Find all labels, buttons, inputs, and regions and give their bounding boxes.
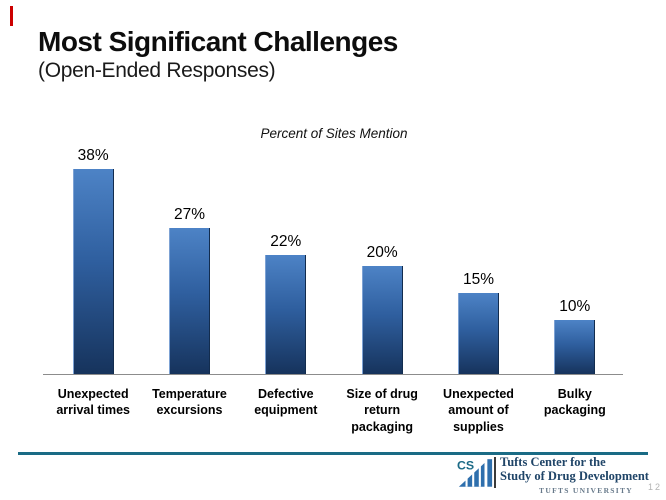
page-subtitle: (Open-Ended Responses) xyxy=(38,59,276,83)
bar xyxy=(554,320,596,374)
category-labels: Unexpected arrival times Temperature excu… xyxy=(45,386,623,435)
bar xyxy=(361,266,403,374)
logo-letters: CS xyxy=(457,459,474,473)
bar-category-label: Defective equipment xyxy=(254,387,318,418)
chart-title: Percent of Sites Mention xyxy=(260,126,408,141)
bar-column: 38% xyxy=(45,140,141,374)
page-title: Most Significant Challenges xyxy=(38,26,398,57)
bar-value-label: 27% xyxy=(173,206,205,223)
bar xyxy=(265,255,307,374)
title-block: Most Significant Challenges (Open-Ended … xyxy=(38,26,398,83)
bar-value-label: 20% xyxy=(366,244,398,261)
csdd-logo-icon: CS xyxy=(457,459,493,487)
org-name-line2: Study of Drug Development xyxy=(500,469,649,483)
bar-value-label: 15% xyxy=(462,271,494,288)
bar-category-label: Unexpected amount of supplies xyxy=(443,387,514,434)
bar-category-label: Bulky packaging xyxy=(543,387,606,418)
page-number: 12 xyxy=(648,482,663,492)
bar-value-label: 38% xyxy=(77,147,109,164)
university-label: TUFTS UNIVERSITY xyxy=(539,486,633,495)
bar-chart: 38% 27% 22% 20% 15% 10% xyxy=(45,140,623,374)
bar-category-label: Temperature excursions xyxy=(152,387,227,418)
bar-column: 15% xyxy=(430,140,526,374)
bar-column: 20% xyxy=(334,140,430,374)
org-name-line1: Tufts Center for the xyxy=(500,455,606,469)
org-name: Tufts Center for the Study of Drug Devel… xyxy=(500,455,649,483)
bar-value-label: 22% xyxy=(270,233,302,250)
bar xyxy=(168,228,210,374)
bar-category-label: Unexpected arrival times xyxy=(56,387,130,418)
bar-value-label: 10% xyxy=(559,298,591,315)
footer-divider-line xyxy=(18,452,648,455)
bar xyxy=(72,169,114,374)
bar-column: 27% xyxy=(141,140,237,374)
bar-column: 22% xyxy=(238,140,334,374)
bar xyxy=(457,293,499,374)
logo-separator xyxy=(494,457,496,488)
red-marker xyxy=(10,6,13,26)
x-axis-line xyxy=(43,374,623,375)
bar-column: 10% xyxy=(527,140,623,374)
bar-category-label: Size of drug return packaging xyxy=(346,387,418,434)
